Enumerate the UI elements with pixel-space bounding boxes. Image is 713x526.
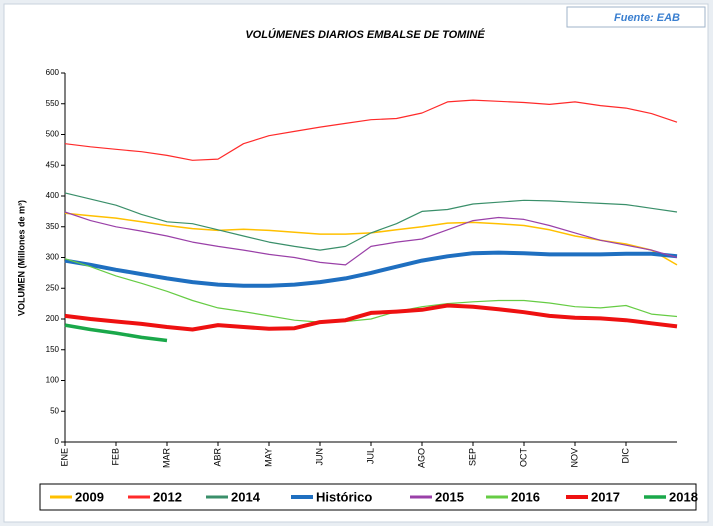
legend-label: 2015 — [435, 489, 464, 504]
y-tick-label: 400 — [46, 191, 60, 200]
x-tick-label: ABR — [212, 448, 222, 467]
series-line — [64, 323, 168, 343]
series-line — [64, 250, 678, 288]
y-tick-label: 450 — [46, 160, 60, 169]
series-line — [64, 258, 678, 323]
x-tick-label: NOV — [569, 448, 579, 468]
source: Fuente: EAB — [614, 12, 680, 24]
y-axis-label: VOLUMEN (Millones de m³) — [16, 200, 26, 316]
legend-label: Histórico — [316, 489, 372, 504]
legend-label: 2016 — [511, 489, 540, 504]
x-tick-label: MAR — [161, 448, 171, 469]
y-tick-label: 250 — [46, 283, 60, 292]
y-tick-label: 300 — [46, 253, 60, 262]
series-line — [64, 211, 678, 266]
x-tick-label: MAY — [263, 448, 273, 467]
legend-label: 2012 — [153, 489, 182, 504]
chart-background — [3, 3, 709, 523]
series-line — [64, 303, 678, 332]
x-tick-label: FEB — [110, 448, 120, 466]
y-tick-label: 600 — [46, 68, 60, 77]
x-tick-label: JUL — [365, 448, 375, 464]
y-tick-label: 50 — [50, 406, 59, 415]
y-tick-label: 150 — [46, 345, 60, 354]
series-line — [64, 99, 678, 161]
y-tick-label: 550 — [46, 99, 60, 108]
y-tick-label: 500 — [46, 130, 60, 139]
series-line — [64, 192, 678, 251]
x-tick-label: ENE — [59, 448, 69, 467]
y-tick-label: 0 — [55, 437, 60, 446]
x-tick-label: JUN — [314, 448, 324, 466]
x-tick-label: OCT — [518, 448, 528, 468]
chart-title: VOLÚMENES DIARIOS EMBALSE DE TOMINÉ — [245, 28, 485, 41]
legend-label: 2009 — [75, 489, 104, 504]
legend-label: 2014 — [231, 489, 261, 504]
legend-label: 2018 — [669, 489, 698, 504]
y-tick-label: 100 — [46, 376, 60, 385]
x-tick-label: AGO — [416, 448, 426, 468]
legend-label: 2017 — [591, 489, 620, 504]
y-tick-label: 200 — [46, 314, 60, 323]
x-tick-label: SEP — [467, 448, 477, 466]
source-box — [566, 6, 706, 28]
y-tick-label: 350 — [46, 222, 60, 231]
x-tick-label: DIC — [620, 448, 630, 464]
